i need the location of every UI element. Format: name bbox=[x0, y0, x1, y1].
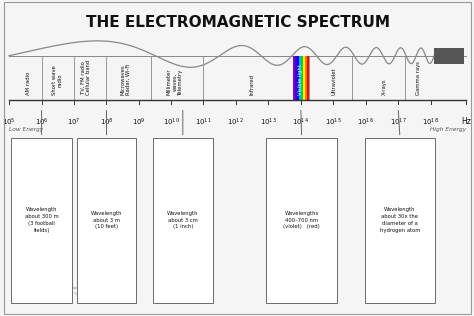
Text: $10^8$: $10^8$ bbox=[100, 117, 113, 128]
Text: ©2020 Flinn Scientific, All Rights Reserved: ©2020 Flinn Scientific, All Rights Reser… bbox=[52, 292, 128, 296]
Text: AM radio: AM radio bbox=[26, 72, 31, 95]
Text: $10^6$: $10^6$ bbox=[35, 117, 48, 128]
Text: $10^{16}$: $10^{16}$ bbox=[357, 117, 374, 128]
Text: Short wave
radio: Short wave radio bbox=[52, 65, 63, 95]
Text: Visible light: Visible light bbox=[298, 64, 303, 95]
Text: SCIENTIFIC: SCIENTIFIC bbox=[11, 295, 50, 300]
Text: Wavelength
about 3 cm
(1 inch): Wavelength about 3 cm (1 inch) bbox=[167, 211, 199, 229]
Bar bbox=[266, 137, 337, 303]
Text: Infrared: Infrared bbox=[250, 74, 255, 95]
Bar bbox=[153, 137, 212, 303]
Bar bbox=[301, 56, 302, 100]
Bar bbox=[365, 137, 436, 303]
Text: Wavelength
about 300 m
(3 football
fields): Wavelength about 300 m (3 football field… bbox=[25, 207, 58, 233]
Text: $10^{13}$: $10^{13}$ bbox=[260, 117, 277, 128]
Text: TV, FM radio
Cellular band: TV, FM radio Cellular band bbox=[81, 60, 91, 95]
Text: Low Energy: Low Energy bbox=[9, 126, 43, 131]
Text: www.flinnsci.com: www.flinnsci.com bbox=[52, 286, 89, 289]
Text: FLINN: FLINN bbox=[11, 264, 61, 279]
Bar bbox=[292, 56, 294, 100]
Text: THE ELECTROMAGNETIC SPECTRUM: THE ELECTROMAGNETIC SPECTRUM bbox=[86, 15, 390, 30]
Text: X-rays: X-rays bbox=[382, 78, 386, 95]
Bar bbox=[11, 137, 73, 303]
Text: Wavelength
about 3 m
(10 feet): Wavelength about 3 m (10 feet) bbox=[91, 211, 122, 229]
Text: Ultraviolet: Ultraviolet bbox=[331, 67, 336, 95]
Text: Wavelengths
400–700 nm
(violet)   (red): Wavelengths 400–700 nm (violet) (red) bbox=[283, 211, 320, 229]
Bar bbox=[294, 56, 297, 100]
Text: $10^{10}$: $10^{10}$ bbox=[163, 117, 180, 128]
Text: Microwaves
Radar, Wi-Fi: Microwaves Radar, Wi-Fi bbox=[120, 64, 131, 95]
Text: $10^{17}$: $10^{17}$ bbox=[390, 117, 407, 128]
Bar bbox=[77, 137, 136, 303]
Text: Wavelength
about 30x the
diameter of a
hydrogen atom: Wavelength about 30x the diameter of a h… bbox=[380, 207, 420, 233]
Text: $10^5$: $10^5$ bbox=[2, 117, 16, 128]
Text: Millimeter
waves,
Telemetry: Millimeter waves, Telemetry bbox=[166, 69, 183, 95]
Text: $10^7$: $10^7$ bbox=[67, 117, 81, 128]
Text: $10^{11}$: $10^{11}$ bbox=[195, 117, 212, 128]
Bar bbox=[434, 48, 464, 64]
Text: $10^9$: $10^9$ bbox=[132, 117, 146, 128]
Text: Gamma rays: Gamma rays bbox=[416, 61, 421, 95]
Bar bbox=[304, 56, 307, 100]
Text: High Energy: High Energy bbox=[430, 126, 466, 131]
Bar bbox=[297, 56, 299, 100]
Text: $10^{15}$: $10^{15}$ bbox=[325, 117, 342, 128]
Bar bbox=[307, 56, 309, 100]
Text: $10^{18}$: $10^{18}$ bbox=[422, 117, 439, 128]
Text: $10^{14}$: $10^{14}$ bbox=[292, 117, 309, 128]
Text: Hz: Hz bbox=[461, 117, 471, 126]
Text: $10^{12}$: $10^{12}$ bbox=[228, 117, 244, 128]
Bar bbox=[299, 56, 301, 100]
Bar bbox=[302, 56, 304, 100]
